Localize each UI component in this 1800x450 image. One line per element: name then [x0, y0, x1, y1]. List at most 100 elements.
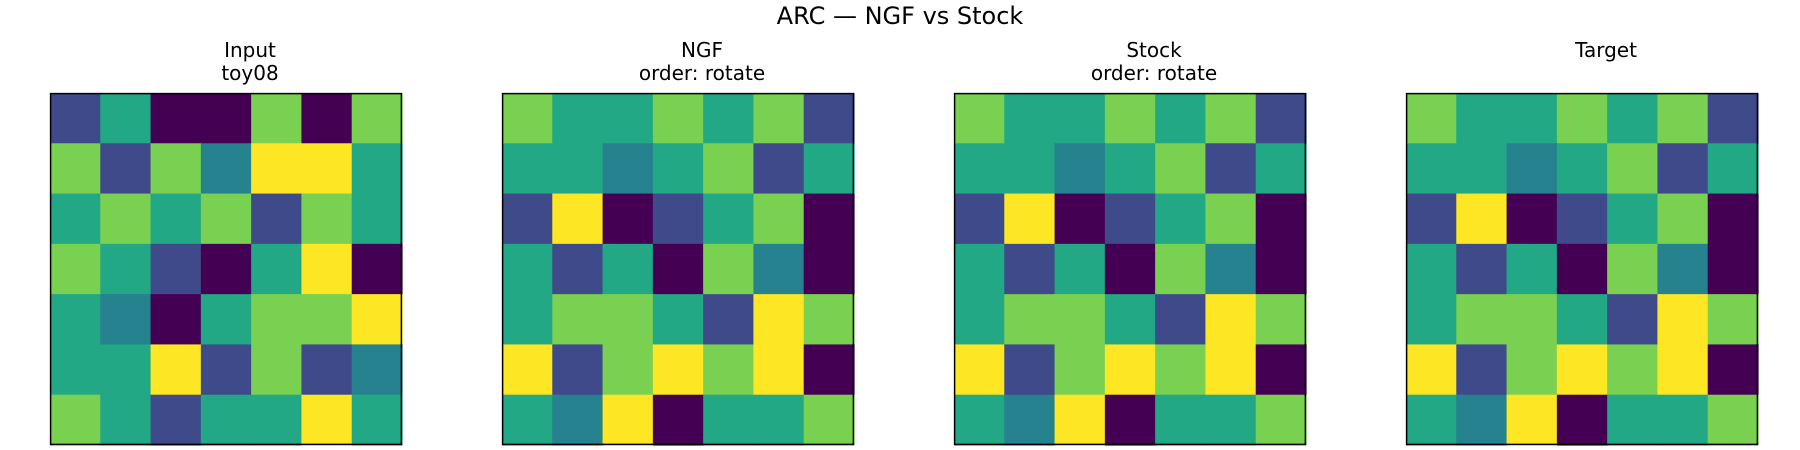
- heatmap-cell: [753, 394, 805, 446]
- heatmap-cell: [803, 193, 855, 245]
- heatmap-cell: [1406, 344, 1457, 396]
- heatmap-cell: [1657, 394, 1709, 446]
- heatmap-cell: [200, 394, 252, 446]
- heatmap-cell: [1004, 294, 1056, 346]
- heatmap-cell: [1607, 143, 1659, 195]
- heatmap-cell: [50, 394, 101, 446]
- heatmap-cell: [351, 294, 403, 346]
- heatmap-cell: [100, 394, 152, 446]
- heatmap-cell: [351, 193, 403, 245]
- heatmap-cell: [1255, 193, 1307, 245]
- heatmap-cell: [803, 243, 855, 295]
- heatmap-cell: [150, 394, 202, 446]
- heatmap-cell: [1657, 294, 1709, 346]
- heatmap-cell: [552, 193, 604, 245]
- panel-frame: [1405, 92, 1759, 446]
- heatmap-cell: [100, 344, 152, 396]
- heatmap-cell: [652, 143, 704, 195]
- figure-title: ARC — NGF vs Stock: [776, 2, 1024, 30]
- heatmap-cell: [1707, 394, 1759, 446]
- heatmap-cell: [1406, 143, 1457, 195]
- heatmap-cell: [703, 394, 755, 446]
- heatmap-cell: [351, 143, 403, 195]
- heatmap-cell: [1205, 143, 1257, 195]
- heatmap-cell: [1456, 394, 1508, 446]
- heatmap-cell: [1155, 394, 1207, 446]
- heatmap-cell: [150, 294, 202, 346]
- panel-title-line-1: NGF: [681, 38, 723, 62]
- heatmap-cell: [1556, 394, 1608, 446]
- heatmap-cell: [753, 93, 805, 144]
- heatmap-cell: [1556, 294, 1608, 346]
- heatmap-cell: [1054, 93, 1106, 144]
- heatmap-cell: [1155, 243, 1207, 295]
- heatmap-cell: [1104, 294, 1156, 346]
- heatmap-cell: [50, 344, 101, 396]
- heatmap-cell: [1556, 143, 1608, 195]
- heatmap-cell: [351, 93, 403, 144]
- heatmap-cell: [1456, 294, 1508, 346]
- heatmap-cell: [1657, 243, 1709, 295]
- heatmap-cell: [954, 143, 1005, 195]
- heatmap-cell: [251, 143, 303, 195]
- heatmap-cell: [1004, 394, 1056, 446]
- heatmap-cell: [753, 294, 805, 346]
- heatmap-cell: [150, 344, 202, 396]
- heatmap-cell: [803, 344, 855, 396]
- heatmap-target: [1405, 92, 1759, 446]
- panel-title-line-2: order: rotate: [638, 61, 766, 85]
- heatmap-cell: [100, 243, 152, 295]
- heatmap-cell: [502, 243, 553, 295]
- heatmap-cell: [1707, 344, 1759, 396]
- heatmap-cell: [1506, 93, 1558, 144]
- heatmap-cell: [602, 344, 654, 396]
- heatmap-cell: [1707, 193, 1759, 245]
- heatmap-cell: [1506, 394, 1558, 446]
- heatmap-cell: [1054, 344, 1106, 396]
- heatmap-cell: [1004, 143, 1056, 195]
- heatmap-cell: [1054, 394, 1106, 446]
- heatmap-cell: [1155, 193, 1207, 245]
- panel-title-line-2: Target: [1575, 38, 1637, 62]
- heatmap-cell: [1104, 143, 1156, 195]
- panel-title-target: Target: [1430, 39, 1782, 62]
- heatmap-cell: [602, 294, 654, 346]
- heatmap-cell: [150, 93, 202, 144]
- heatmap-cell: [1456, 143, 1508, 195]
- heatmap-cell: [1104, 193, 1156, 245]
- heatmap-cell: [301, 93, 353, 144]
- heatmap-cell: [954, 93, 1005, 144]
- heatmap-cell: [954, 243, 1005, 295]
- heatmap-cell: [1205, 193, 1257, 245]
- heatmap-cell: [50, 93, 101, 144]
- heatmap-cell: [502, 394, 553, 446]
- heatmap-cell: [552, 143, 604, 195]
- heatmap-cell: [301, 294, 353, 346]
- heatmap-cell: [1456, 243, 1508, 295]
- heatmap-cell: [1456, 93, 1508, 144]
- heatmap-cell: [1556, 243, 1608, 295]
- heatmap-cell: [552, 93, 604, 144]
- heatmap-cell: [502, 93, 553, 144]
- heatmap-cell: [803, 294, 855, 346]
- panel-title-line-1: Input: [224, 38, 276, 62]
- heatmap-cell: [1406, 394, 1457, 446]
- heatmap-cell: [753, 344, 805, 396]
- heatmap-cell: [200, 294, 252, 346]
- heatmap-cell: [1255, 394, 1307, 446]
- heatmap-cell: [1607, 344, 1659, 396]
- heatmap-cell: [1607, 394, 1659, 446]
- heatmap-cell: [1155, 93, 1207, 144]
- heatmap-cell: [1556, 193, 1608, 245]
- heatmap-cell: [351, 344, 403, 396]
- heatmap-cell: [50, 143, 101, 195]
- heatmap-cell: [1657, 93, 1709, 144]
- heatmap-cell: [1004, 243, 1056, 295]
- heatmap-cell: [1255, 93, 1307, 144]
- heatmap-cell: [301, 193, 353, 245]
- heatmap-cell: [1104, 93, 1156, 144]
- heatmap-cell: [803, 394, 855, 446]
- heatmap-cell: [1255, 143, 1307, 195]
- heatmap-cell: [652, 394, 704, 446]
- panel-frame: [953, 92, 1307, 446]
